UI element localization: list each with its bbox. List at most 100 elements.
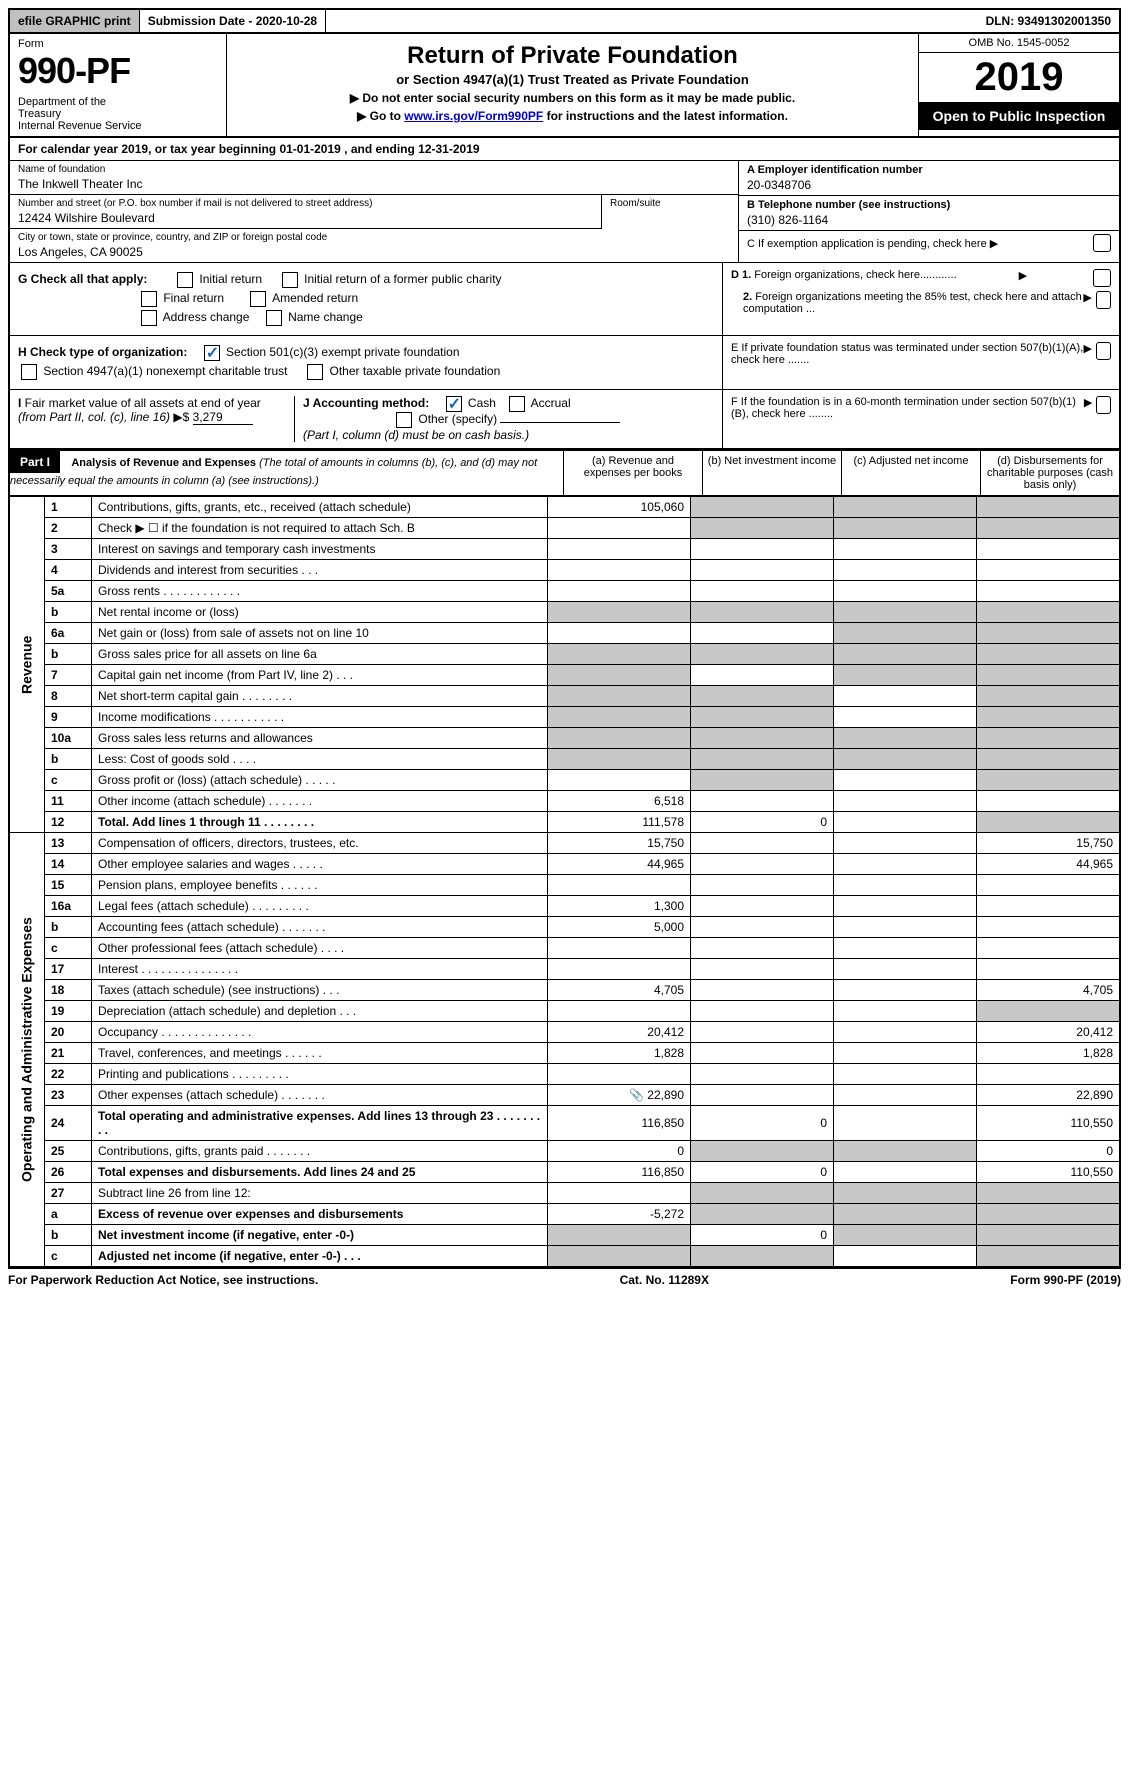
row-description: Capital gain net income (from Part IV, l… (92, 665, 548, 686)
cell-col-a: -5,272 (548, 1204, 691, 1225)
row-description: Depreciation (attach schedule) and deple… (92, 1001, 548, 1022)
row-description: Subtract line 26 from line 12: (92, 1183, 548, 1204)
cell-col-d (977, 1183, 1121, 1204)
cell-col-a: 111,578 (548, 812, 691, 833)
chk-other-method[interactable] (396, 412, 412, 428)
address: 12424 Wilshire Boulevard (18, 211, 593, 225)
cell-col-d: 22,890 (977, 1085, 1121, 1106)
cell-col-d: 20,412 (977, 1022, 1121, 1043)
cell-col-a (548, 875, 691, 896)
chk-name-change[interactable] (266, 310, 282, 326)
tax-year: 2019 (919, 53, 1119, 102)
row-number: 21 (45, 1043, 92, 1064)
lbl-other: Other taxable private foundation (330, 364, 501, 378)
row-description: Gross profit or (loss) (attach schedule)… (92, 770, 548, 791)
row-description: Interest on savings and temporary cash i… (92, 539, 548, 560)
row-description: Net gain or (loss) from sale of assets n… (92, 623, 548, 644)
chk-other-taxable[interactable] (307, 364, 323, 380)
cell-col-c (834, 1162, 977, 1183)
row-description: Occupancy . . . . . . . . . . . . . . (92, 1022, 548, 1043)
table-row: cOther professional fees (attach schedul… (9, 938, 1120, 959)
lbl-final: Final return (163, 291, 224, 305)
chk-amended[interactable] (250, 291, 266, 307)
cell-col-b: 0 (691, 1225, 834, 1246)
cell-col-b (691, 560, 834, 581)
row-number: 12 (45, 812, 92, 833)
cell-col-b (691, 602, 834, 623)
cell-col-a: 6,518 (548, 791, 691, 812)
cell-col-a (548, 1225, 691, 1246)
cell-col-c (834, 770, 977, 791)
cell-col-b (691, 959, 834, 980)
row-description: Pension plans, employee benefits . . . .… (92, 875, 548, 896)
cell-col-b (691, 623, 834, 644)
table-row: 27Subtract line 26 from line 12: (9, 1183, 1120, 1204)
chk-f[interactable] (1096, 396, 1111, 414)
cell-col-d (977, 938, 1121, 959)
row-number: 14 (45, 854, 92, 875)
cell-col-b (691, 1246, 834, 1267)
cell-col-b (691, 854, 834, 875)
cell-col-c (834, 539, 977, 560)
table-row: 19Depreciation (attach schedule) and dep… (9, 1001, 1120, 1022)
chk-initial-former[interactable] (282, 272, 298, 288)
table-row: 15Pension plans, employee benefits . . .… (9, 875, 1120, 896)
row-number: b (45, 749, 92, 770)
row-description: Other expenses (attach schedule) . . . .… (92, 1085, 548, 1106)
cell-col-a: 0 (548, 1141, 691, 1162)
chk-initial-return[interactable] (177, 272, 193, 288)
cell-col-b (691, 644, 834, 665)
row-number: 18 (45, 980, 92, 1001)
table-row: bNet rental income or (loss) (9, 602, 1120, 623)
row-description: Other employee salaries and wages . . . … (92, 854, 548, 875)
row-number: 17 (45, 959, 92, 980)
chk-501c3[interactable] (204, 345, 220, 361)
part1-badge: Part I (10, 451, 60, 473)
cell-col-a (548, 1183, 691, 1204)
cell-col-c (834, 581, 977, 602)
cell-col-c (834, 833, 977, 854)
chk-e[interactable] (1096, 342, 1111, 360)
row-number: c (45, 1246, 92, 1267)
cell-col-a (548, 728, 691, 749)
efile-print-button[interactable]: efile GRAPHIC print (10, 10, 140, 32)
row-number: 24 (45, 1106, 92, 1141)
section-c-checkbox[interactable] (1093, 234, 1111, 252)
cell-col-c (834, 854, 977, 875)
chk-final-return[interactable] (141, 291, 157, 307)
cell-col-a (548, 770, 691, 791)
chk-cash[interactable] (446, 396, 462, 412)
row-number: 1 (45, 497, 92, 518)
chk-d1[interactable] (1093, 269, 1111, 287)
check-section-ij: I Fair market value of all assets at end… (8, 390, 1121, 450)
irs-link[interactable]: www.irs.gov/Form990PF (404, 109, 543, 123)
ssn-warning: ▶ Do not enter social security numbers o… (233, 91, 912, 105)
open-to-public: Open to Public Inspection (919, 102, 1119, 130)
row-description: Net investment income (if negative, ente… (92, 1225, 548, 1246)
chk-accrual[interactable] (509, 396, 525, 412)
chk-d2[interactable] (1096, 291, 1111, 309)
cell-col-b (691, 833, 834, 854)
row-description: Less: Cost of goods sold . . . . (92, 749, 548, 770)
row-description: Contributions, gifts, grants, etc., rece… (92, 497, 548, 518)
attachment-icon[interactable]: 📎 (629, 1088, 644, 1102)
row-number: 2 (45, 518, 92, 539)
chk-address-change[interactable] (141, 310, 157, 326)
city-label: City or town, state or province, country… (18, 232, 730, 243)
col-b-header: (b) Net investment income (702, 451, 841, 495)
section-label: Revenue (9, 497, 45, 833)
dept-treasury: Department of theTreasuryInternal Revenu… (18, 96, 218, 132)
row-description: Other professional fees (attach schedule… (92, 938, 548, 959)
cell-col-a (548, 686, 691, 707)
cell-col-c (834, 959, 977, 980)
cell-col-a (548, 602, 691, 623)
cell-col-c (834, 1001, 977, 1022)
chk-4947[interactable] (21, 364, 37, 380)
row-number: 4 (45, 560, 92, 581)
row-description: Gross sales less returns and allowances (92, 728, 548, 749)
cell-col-c (834, 728, 977, 749)
cell-col-d: 110,550 (977, 1106, 1121, 1141)
lbl-accrual: Accrual (531, 396, 571, 410)
cell-col-d: 110,550 (977, 1162, 1121, 1183)
table-row: 9Income modifications . . . . . . . . . … (9, 707, 1120, 728)
